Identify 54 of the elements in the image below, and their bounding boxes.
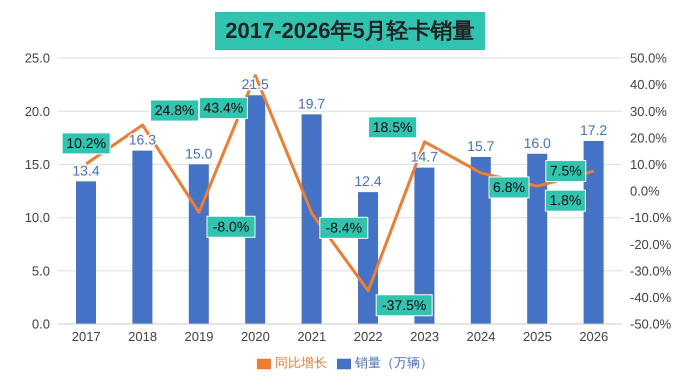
- data-label: 13.4: [72, 162, 100, 178]
- x-tick-label: 2024: [466, 329, 496, 344]
- data-label: 1.8%: [549, 192, 582, 208]
- bar: [584, 140, 604, 324]
- data-label: 10.2%: [66, 134, 106, 151]
- y-tick-label: 5.0: [32, 263, 50, 278]
- data-label: 12.4: [354, 173, 382, 190]
- data-label: 19.7: [298, 95, 326, 112]
- bar: [527, 154, 548, 324]
- y-tick-label: 25.0: [24, 50, 50, 66]
- y2-tick-label: -50.0%: [630, 316, 672, 332]
- y-tick-label: 20.0: [24, 104, 50, 119]
- data-label: 18.5%: [372, 118, 412, 135]
- bar: [132, 150, 152, 324]
- y2-tick-label: -30.0%: [630, 263, 672, 278]
- y2-tick-label: 50.0%: [630, 50, 668, 66]
- y2-tick-label: 0.0%: [630, 184, 660, 199]
- legend-label: 销量（万辆）: [355, 355, 433, 370]
- x-tick-label: 2026: [579, 329, 608, 344]
- x-tick-label: 2018: [128, 329, 158, 344]
- legend-label: 同比增长: [275, 355, 327, 370]
- y-tick-label: 15.0: [24, 157, 50, 172]
- chart-title: 2017-2026年5月轻卡销量: [215, 12, 485, 50]
- data-label: 7.5%: [550, 162, 582, 179]
- y2-tick-label: -20.0%: [630, 236, 672, 252]
- y2-tick-label: -40.0%: [630, 290, 672, 306]
- data-label: 6.8%: [493, 178, 525, 195]
- x-tick-label: 2021: [297, 329, 326, 344]
- data-label: -37.5%: [382, 296, 426, 313]
- data-label: -8.0%: [212, 218, 250, 234]
- data-label: 16.0: [524, 134, 552, 151]
- y-tick-label: 10.0: [24, 210, 50, 226]
- data-label: 24.8%: [154, 102, 194, 118]
- x-tick-label: 2022: [354, 329, 383, 344]
- y2-tick-label: -10.0%: [630, 210, 672, 226]
- y-tick-label: 0.0: [32, 316, 50, 332]
- data-label: -8.4%: [326, 219, 362, 236]
- x-tick-label: 2020: [240, 329, 270, 344]
- data-label: 17.2: [580, 122, 608, 138]
- data-label: 43.4%: [204, 100, 244, 116]
- bar: [188, 164, 209, 324]
- data-label: 15.7: [467, 138, 495, 154]
- bar: [302, 114, 322, 324]
- x-tick-label: 2025: [522, 329, 552, 344]
- y2-tick-label: 30.0%: [630, 104, 668, 119]
- y2-tick-label: 40.0%: [630, 77, 668, 92]
- x-tick-label: 2019: [184, 329, 214, 344]
- y2-tick-label: 10.0%: [630, 157, 668, 172]
- bar: [76, 181, 96, 324]
- y2-tick-label: 20.0%: [630, 130, 668, 146]
- x-tick-label: 2023: [410, 329, 440, 344]
- data-label: 15.0: [185, 145, 213, 162]
- x-tick-label: 2017: [72, 329, 101, 344]
- bar: [470, 156, 491, 324]
